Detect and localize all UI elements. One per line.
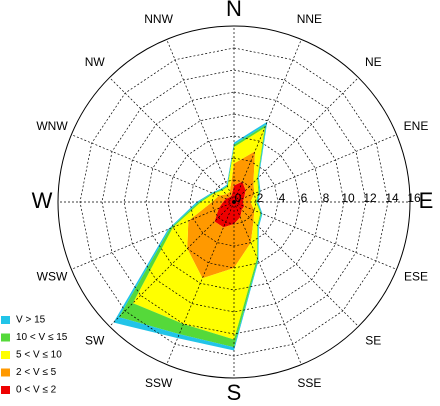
direction-label: W — [32, 188, 53, 213]
spoke — [233, 201, 302, 365]
outer-circle — [57, 25, 411, 379]
grid-ring — [123, 91, 345, 313]
direction-label: ENE — [404, 119, 429, 133]
direction-label: N — [226, 0, 242, 21]
direction-label: WSW — [37, 270, 68, 284]
spoke — [233, 201, 359, 327]
spoke — [166, 201, 235, 365]
legend-swatch — [1, 368, 10, 377]
r-tick-label: 14 — [385, 191, 399, 205]
legend-swatch — [1, 386, 10, 394]
spoke — [233, 201, 397, 270]
direction-label: SSW — [145, 376, 173, 390]
spoke — [166, 39, 235, 203]
grid-ring — [167, 135, 301, 269]
legend-label: 5 < V ≤ 10 — [16, 350, 62, 361]
spoke — [71, 134, 235, 203]
direction-label: NW — [85, 55, 106, 69]
r-tick-label: 16 — [407, 191, 421, 205]
direction-label: S — [227, 380, 242, 405]
r-tick-label: 2 — [257, 191, 264, 205]
r-tick-label: 8 — [323, 191, 330, 205]
spoke — [233, 134, 397, 203]
spoke — [109, 77, 235, 203]
direction-label: SW — [85, 333, 105, 347]
rose-segment — [187, 151, 256, 279]
spoke — [233, 77, 359, 203]
r-tick-label: 10 — [341, 191, 355, 205]
legend-swatch — [1, 316, 10, 324]
direction-label: E — [419, 188, 434, 213]
r-tick-label: 12 — [363, 191, 377, 205]
direction-label: NNE — [297, 12, 322, 26]
spoke — [233, 39, 302, 203]
legend-label: 0 < V ≤ 2 — [16, 385, 57, 396]
legend-label: 10 < V ≤ 15 — [16, 332, 68, 343]
r-tick-label: 4 — [279, 191, 286, 205]
legend-label: 2 < V ≤ 5 — [16, 367, 57, 378]
legend-swatch — [1, 351, 10, 359]
direction-label: SSE — [297, 376, 321, 390]
direction-label: WNW — [36, 119, 68, 133]
r-tick-label: 6 — [301, 191, 308, 205]
spoke — [71, 201, 235, 270]
direction-label: NNW — [144, 12, 173, 26]
direction-label: NE — [365, 55, 382, 69]
legend-label: V > 15 — [16, 315, 46, 326]
direction-label: SE — [365, 333, 381, 347]
spoke — [109, 201, 235, 327]
legend-swatch — [1, 333, 10, 342]
direction-label: ESE — [404, 270, 428, 284]
grid-ring — [145, 113, 323, 291]
